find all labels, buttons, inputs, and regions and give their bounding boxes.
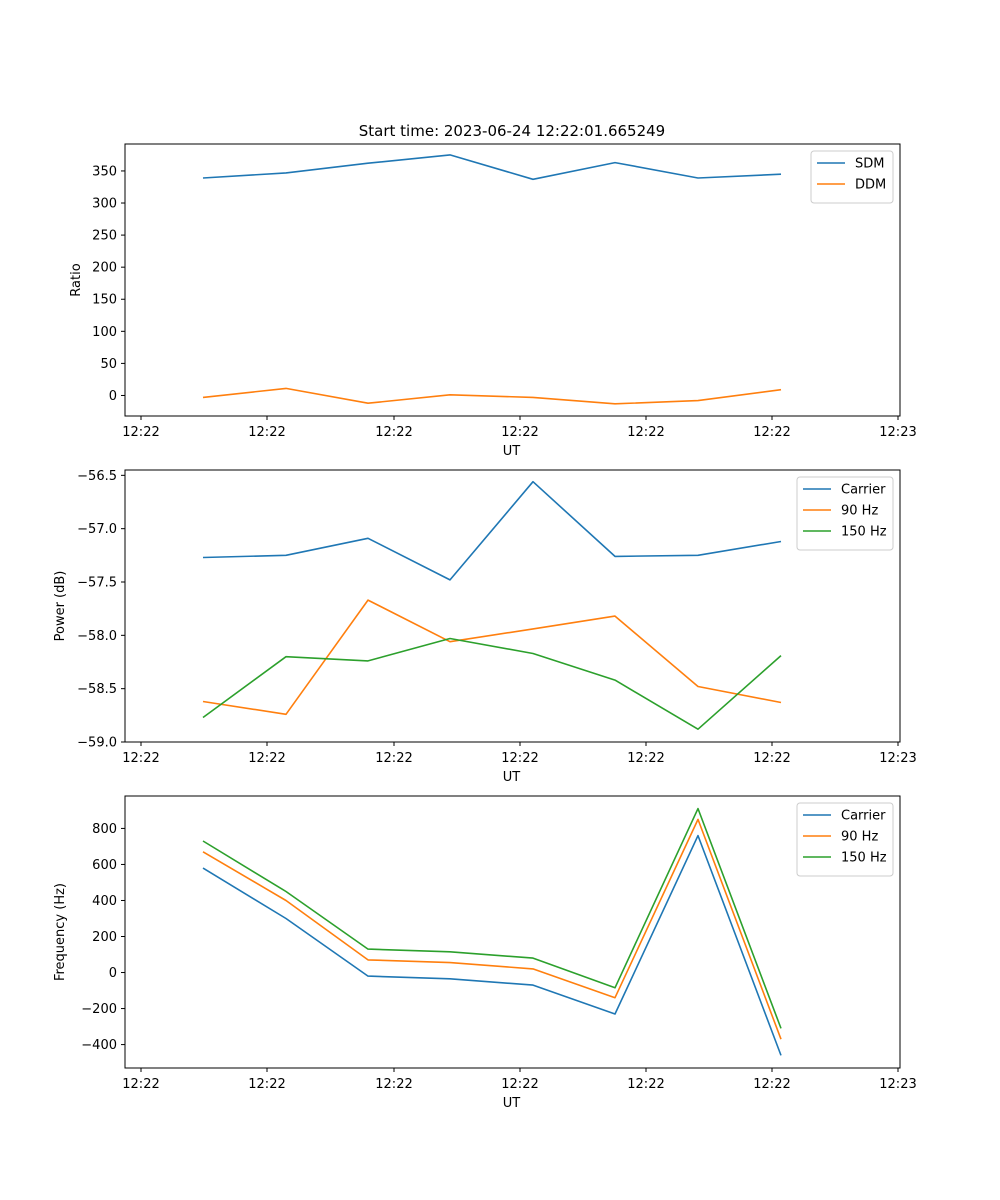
legend-label: 150 Hz <box>841 525 887 540</box>
axes-frame <box>124 469 901 743</box>
legend-box <box>810 150 894 204</box>
series-line-sdm <box>202 154 782 181</box>
y-tick-label: 50 <box>100 357 117 372</box>
x-tick-label: 12:22 <box>248 425 285 440</box>
x-tick-label: 12:22 <box>375 751 412 766</box>
series-line-ddm <box>202 387 782 405</box>
series-line-90-hz <box>202 599 782 716</box>
axes-frame <box>124 795 901 1069</box>
y-tick-label: −57.0 <box>77 522 117 537</box>
legend-label: Carrier <box>841 483 886 498</box>
y-tick-label: 150 <box>92 293 117 308</box>
x-tick-label: 12:22 <box>248 1077 285 1092</box>
x-tick-label: 12:22 <box>122 425 159 440</box>
x-tick-label: 12:23 <box>879 1077 916 1092</box>
y-tick-label: −200 <box>81 1002 117 1017</box>
legend: Carrier 90 Hz 150 Hz <box>796 476 894 551</box>
x-axis-label: UT <box>503 444 521 459</box>
legend-label: 150 Hz <box>841 851 887 866</box>
series-line-carrier <box>202 834 782 1056</box>
x-tick-label: 12:22 <box>375 1077 412 1092</box>
y-tick-label: 350 <box>92 164 117 179</box>
y-tick-label: 250 <box>92 229 117 244</box>
y-axis-label: Ratio <box>69 263 84 296</box>
y-tick-label: 100 <box>92 325 117 340</box>
legend: Carrier 90 Hz 150 Hz <box>796 802 894 877</box>
axes-frame <box>124 143 901 417</box>
series-line-90-hz <box>202 818 782 1040</box>
y-tick-label: 400 <box>92 894 117 909</box>
y-tick-label: −400 <box>81 1038 117 1053</box>
chart-panel-2: 12:22 12:22 12:22 12:22 12:22 12:22 12:23 UT −59… <box>53 469 917 785</box>
x-tick-label: 12:22 <box>248 751 285 766</box>
y-tick-label: 600 <box>92 858 117 873</box>
x-tick-label: 12:22 <box>627 751 664 766</box>
y-tick-label: 300 <box>92 197 117 212</box>
figure-title: Start time: 2023-06-24 12:22:01.665249 <box>359 122 665 140</box>
chart-panel-1: 12:22 12:22 12:22 12:22 12:22 12:22 12:23 UT 0 50… <box>69 143 917 459</box>
y-tick-label: 200 <box>92 930 117 945</box>
y-tick-label: 0 <box>109 966 117 981</box>
y-tick-label: 0 <box>109 389 117 404</box>
legend-label: DDM <box>855 178 886 193</box>
chart-panel-3: 12:22 12:22 12:22 12:22 12:22 12:22 12:23 UT −40… <box>53 795 917 1111</box>
y-axis-label: Frequency (Hz) <box>53 883 68 981</box>
x-tick-label: 12:22 <box>627 425 664 440</box>
y-tick-label: −58.0 <box>77 629 117 644</box>
series-line-carrier <box>202 480 782 581</box>
y-tick-label: −59.0 <box>77 736 117 751</box>
x-tick-label: 12:22 <box>375 425 412 440</box>
x-tick-label: 12:22 <box>501 751 538 766</box>
y-tick-label: −56.5 <box>77 469 117 484</box>
legend-label: 90 Hz <box>841 830 878 845</box>
legend-label: 90 Hz <box>841 504 878 519</box>
y-tick-label: −58.5 <box>77 682 117 697</box>
x-tick-label: 12:22 <box>753 425 790 440</box>
x-tick-label: 12:22 <box>501 1077 538 1092</box>
series-line-150-hz <box>202 807 782 1029</box>
x-tick-label: 12:23 <box>879 425 916 440</box>
x-axis-label: UT <box>503 770 521 785</box>
legend: SDM DDM <box>810 150 894 204</box>
x-tick-label: 12:22 <box>753 751 790 766</box>
y-tick-label: 800 <box>92 822 117 837</box>
x-axis-label: UT <box>503 1096 521 1111</box>
x-tick-label: 12:22 <box>501 425 538 440</box>
series-line-150-hz <box>202 637 782 731</box>
x-tick-label: 12:22 <box>122 1077 159 1092</box>
x-tick-label: 12:22 <box>627 1077 664 1092</box>
legend-label: Carrier <box>841 809 886 824</box>
x-tick-label: 12:22 <box>122 751 159 766</box>
y-axis-label: Power (dB) <box>53 571 68 642</box>
chart-panels: 12:22 12:22 12:22 12:22 12:22 12:22 12:23 UT 0 50… <box>53 143 917 1111</box>
y-tick-label: 200 <box>92 261 117 276</box>
x-tick-label: 12:22 <box>753 1077 790 1092</box>
x-tick-label: 12:23 <box>879 751 916 766</box>
legend-label: SDM <box>855 157 884 172</box>
y-tick-label: −57.5 <box>77 576 117 591</box>
